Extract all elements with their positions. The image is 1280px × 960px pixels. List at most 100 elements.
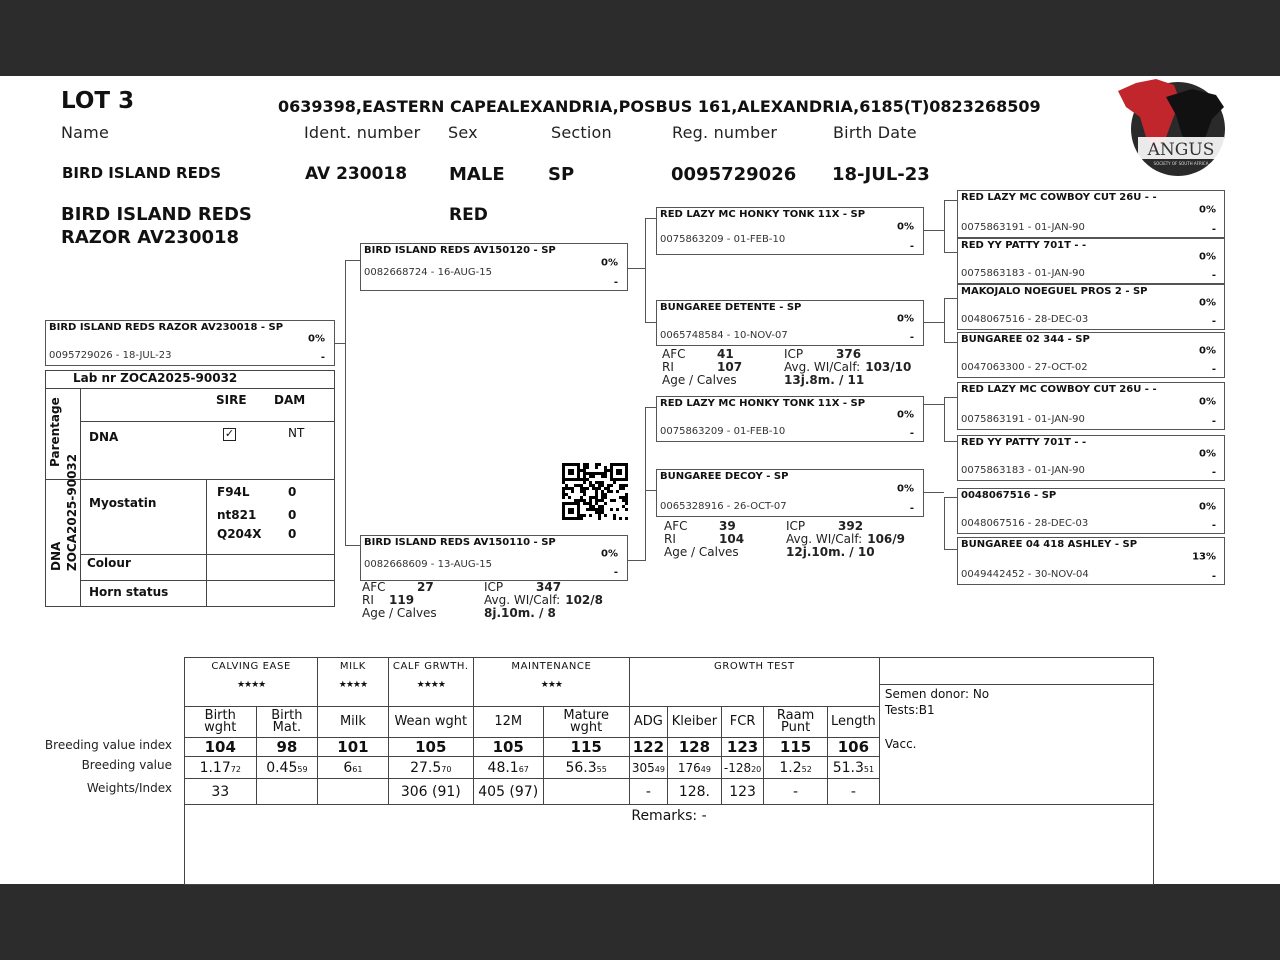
index-cell: 104 xyxy=(184,737,257,757)
angus-logo: ANGUS SOCIETY OF SOUTH AFRICA xyxy=(1116,77,1228,181)
pedigree-subject[interactable]: BIRD ISLAND REDS RAZOR AV230018 - SP 0% 00… xyxy=(45,320,335,366)
column-header: Mature wght xyxy=(542,706,630,738)
bv-cell: 17649 xyxy=(666,756,722,779)
index-cell: 98 xyxy=(255,737,319,757)
sire-header: SIRE xyxy=(216,393,247,407)
bv-cell: 51.351 xyxy=(826,756,880,779)
pedigree-gen3-0[interactable]: RED LAZY MC COWBOY CUT 26U - -0% 00758631… xyxy=(957,190,1225,238)
semen-donor: Semen donor: No xyxy=(884,687,990,701)
dam-header: DAM xyxy=(274,393,306,407)
pedigree-gen3-4[interactable]: RED LAZY MC COWBOY CUT 26U - -0% 00758631… xyxy=(957,382,1225,430)
row-label-index: Breeding value index xyxy=(44,738,172,752)
qr-code[interactable] xyxy=(562,463,628,520)
label-sex: Sex xyxy=(448,123,478,142)
column-header: FCR xyxy=(720,706,765,738)
tests: Tests:B1 xyxy=(884,703,935,717)
horn-status-label: Horn status xyxy=(89,585,169,599)
bv-cell: 1.252 xyxy=(763,756,828,779)
value-reg: 0095729026 xyxy=(671,164,797,185)
value-section: SP xyxy=(548,164,575,185)
stats-dam-dam: AFC 39 ICP 392 RI 104 Avg. WI/Calf: 106/9 Age … xyxy=(664,519,905,559)
dam-dna-value: NT xyxy=(288,426,305,440)
breeding-values-table: CALVING EASE ★★★★ MILK ★★★★ CALF GRWTH. ★★★… xyxy=(183,657,1155,885)
lab-number: Lab nr ZOCA2025-90032 xyxy=(73,371,238,385)
weight-cell: - xyxy=(628,778,668,805)
index-cell: 115 xyxy=(542,737,630,757)
bv-cell: -12820 xyxy=(720,756,765,779)
row-label-weights: Weights/Index xyxy=(86,781,172,795)
weight-cell: - xyxy=(826,778,880,805)
bv-cell: 27.570 xyxy=(387,756,474,779)
pedigree-gen3-1[interactable]: RED YY PATTY 701T - -0% 0075863183 - 01-J… xyxy=(957,238,1225,284)
column-header: 12M xyxy=(472,706,544,738)
dna-side-label: DNA xyxy=(49,541,63,571)
myostatin-label: Myostatin xyxy=(89,496,157,510)
bv-cell: 661 xyxy=(317,756,389,779)
lot-number: LOT 3 xyxy=(61,88,135,114)
full-name-2: RAZOR AV230018 xyxy=(61,227,240,248)
pedigree-sire[interactable]: BIRD ISLAND REDS AV150120 - SP 0% 00826687… xyxy=(360,243,628,291)
label-birth: Birth Date xyxy=(833,123,917,142)
dna-lab-side-label: ZOCA2025-90032 xyxy=(65,453,79,571)
weight-cell: 33 xyxy=(184,778,257,805)
sire-dna-check-icon: ✓ xyxy=(223,427,236,441)
remarks: Remarks: - xyxy=(184,804,1154,885)
index-cell: 105 xyxy=(472,737,544,757)
bv-cell: 56.355 xyxy=(542,756,630,779)
weight-cell xyxy=(255,778,319,805)
column-header: Kleiber xyxy=(666,706,722,738)
weight-cell: - xyxy=(763,778,828,805)
svg-text:ANGUS: ANGUS xyxy=(1147,140,1215,160)
pedigree-gen3-7[interactable]: BUNGAREE 04 418 ASHLEY - SP 13% 0049442452… xyxy=(957,537,1225,585)
column-header: Wean wght xyxy=(387,706,474,738)
weight-cell xyxy=(317,778,389,805)
index-cell: 115 xyxy=(763,737,828,757)
index-cell: 128 xyxy=(666,737,722,757)
index-cell: 101 xyxy=(317,737,389,757)
pedigree-gen3-5[interactable]: RED YY PATTY 701T - -0% 0075863183 - 01-J… xyxy=(957,435,1225,481)
pedigree-gen3-3[interactable]: BUNGAREE 02 344 - SP 0% 0047063300 - 27-OC… xyxy=(957,332,1225,378)
value-ident: AV 230018 xyxy=(305,164,408,184)
weight-cell: 306 (91) xyxy=(387,778,474,805)
svg-text:SOCIETY OF SOUTH AFRICA: SOCIETY OF SOUTH AFRICA xyxy=(1154,161,1209,166)
value-sex: MALE xyxy=(449,164,505,185)
colour-label: Colour xyxy=(87,556,131,570)
index-cell: 106 xyxy=(826,737,880,757)
label-name: Name xyxy=(61,123,110,142)
stats-sire-dam: AFC 41 ICP 376 RI 107 Avg. WI/Calf: 103/10 Age… xyxy=(662,347,912,387)
parentage-label: Parentage xyxy=(48,397,62,467)
weight-cell: 123 xyxy=(720,778,765,805)
column-header: Birth Mat. xyxy=(255,706,319,738)
dna-label: DNA xyxy=(89,430,119,444)
row-label-bv: Breeding value xyxy=(81,758,172,772)
pedigree-gen3-2[interactable]: MAKOJALO NOEGUEL PROS 2 - SP 0% 0048067516… xyxy=(957,284,1225,330)
pedigree-dam-sire[interactable]: RED LAZY MC HONKY TONK 11X - SP 0% 0075863… xyxy=(656,396,924,442)
dna-lab-panel: Lab nr ZOCA2025-90032 Parentage DNA ZOCA… xyxy=(45,370,335,607)
label-reg: Reg. number xyxy=(672,123,778,142)
breeder-address: 0639398,EASTERN CAPEALEXANDRIA,POSBUS 16… xyxy=(278,97,1041,116)
index-cell: 122 xyxy=(628,737,668,757)
column-header: Birth wght xyxy=(184,706,257,738)
bv-cell: 1.1772 xyxy=(184,756,257,779)
bv-cell: 0.4559 xyxy=(255,756,319,779)
bv-cell: 30549 xyxy=(628,756,668,779)
weight-cell xyxy=(542,778,630,805)
stats-dam: AFC 27 ICP 347 RI 119 Avg. WI/Calf: 102/8 Age … xyxy=(362,580,603,620)
pedigree-dam-dam[interactable]: BUNGAREE DECOY - SP 0% 0065328916 - 26-OCT… xyxy=(656,469,924,517)
weight-cell: 405 (97) xyxy=(472,778,544,805)
column-header: Milk xyxy=(317,706,389,738)
pedigree-dam[interactable]: BIRD ISLAND REDS AV150110 - SP 0% 00826686… xyxy=(360,535,628,581)
column-header: Length xyxy=(826,706,880,738)
vaccination: Vacc. xyxy=(884,737,917,751)
pedigree-sire-dam[interactable]: BUNGAREE DETENTE - SP 0% 0065748584 - 10-N… xyxy=(656,300,924,346)
pedigree-sire-sire[interactable]: RED LAZY MC HONKY TONK 11X - SP 0% 0075863… xyxy=(656,207,924,255)
column-header: ADG xyxy=(628,706,668,738)
column-header: Raam Punt xyxy=(763,706,828,738)
full-name-1: BIRD ISLAND REDS xyxy=(61,204,252,225)
label-section: Section xyxy=(551,123,612,142)
label-ident: Ident. number xyxy=(304,123,421,142)
value-name: BIRD ISLAND REDS xyxy=(62,164,222,182)
bv-cell: 48.167 xyxy=(472,756,544,779)
index-cell: 105 xyxy=(387,737,474,757)
pedigree-gen3-6[interactable]: 0048067516 - SP 0% 0048067516 - 28-DEC-03- xyxy=(957,488,1225,534)
